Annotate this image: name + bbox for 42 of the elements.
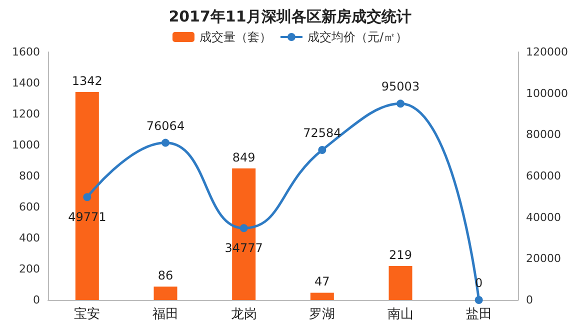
x-tick-label: 盐田 (466, 307, 492, 322)
data-label: 47 (314, 274, 330, 289)
data-label: 1342 (72, 74, 102, 88)
y-tick-label: 1600 (12, 46, 40, 58)
point (162, 138, 170, 147)
y2-tick-label: 40000 (526, 210, 561, 224)
data-label: 72584 (303, 126, 342, 140)
y-tick-label: 1200 (12, 108, 40, 120)
y2-tick-label: 60000 (526, 170, 561, 182)
y-tick-label: 800 (19, 170, 40, 182)
y-tick-label: 1400 (12, 76, 40, 90)
data-label: 76064 (146, 118, 185, 133)
y2-tick-label: 80000 (526, 128, 561, 142)
bar (154, 286, 178, 300)
x-tick-label: 龙岗 (230, 307, 257, 322)
bar (388, 266, 412, 300)
y-tick-label: 200 (19, 262, 40, 276)
x-tick-label: 南山 (388, 307, 414, 322)
point (240, 224, 248, 232)
x-tick-label: 宝安 (74, 306, 100, 322)
point (396, 100, 404, 108)
point (474, 296, 483, 304)
y-tick-label: 0 (33, 294, 40, 306)
point (83, 193, 92, 202)
data-label: 95003 (381, 80, 420, 94)
legend-label: 成交均价（元/㎡） (307, 30, 408, 44)
y-tick-label: 400 (19, 232, 40, 244)
y2-tick-label: 100000 (526, 86, 568, 100)
y-tick-label: 600 (19, 200, 40, 214)
data-label: 86 (158, 268, 174, 283)
x-tick-label: 福田 (152, 307, 178, 322)
bar (310, 292, 334, 300)
data-label: 849 (232, 150, 256, 164)
point (318, 146, 326, 154)
y2-tick-label: 20000 (526, 252, 561, 266)
x-tick-label: 罗湖 (309, 307, 336, 322)
y2-tick-label: 0 (526, 294, 533, 306)
legend-label: 成交量（套） (199, 30, 272, 44)
y-tick-label: 1000 (12, 138, 40, 152)
y2-tick-label: 120000 (526, 46, 568, 58)
data-label: 219 (389, 248, 412, 262)
chart-title: 2017年11月深圳各区新房成交统计 (168, 8, 412, 26)
